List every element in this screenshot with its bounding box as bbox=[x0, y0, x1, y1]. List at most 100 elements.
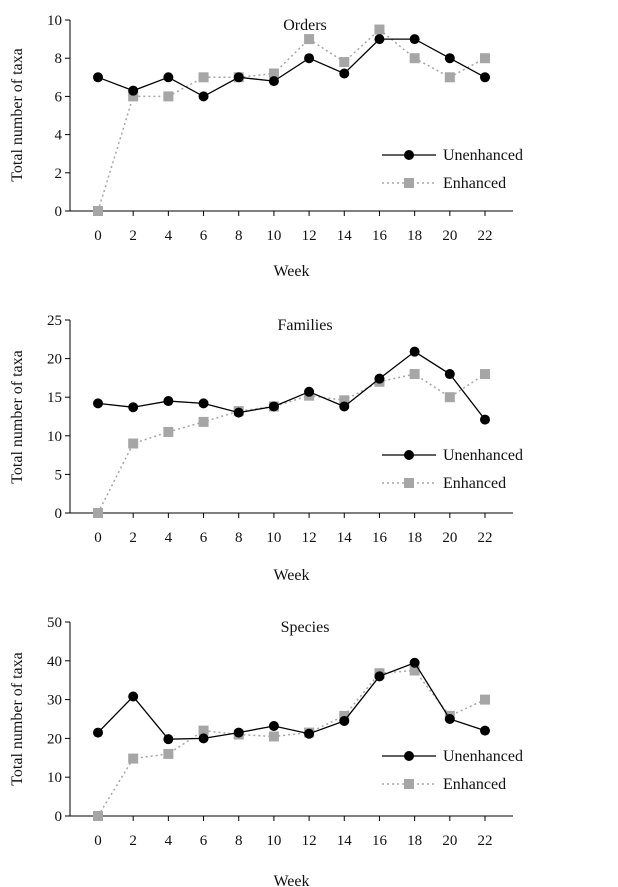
x-tick-label: 12 bbox=[302, 228, 317, 244]
y-tick-label: 6 bbox=[55, 89, 63, 105]
data-point-unenhanced bbox=[480, 726, 490, 736]
x-tick-label: 2 bbox=[129, 833, 137, 849]
y-axis-label: Total number of taxa bbox=[9, 652, 26, 786]
y-tick-label: 30 bbox=[47, 693, 62, 709]
x-tick-label: 10 bbox=[266, 228, 281, 244]
x-tick-label: 10 bbox=[266, 530, 281, 546]
x-tick-label: 16 bbox=[372, 228, 388, 244]
data-point-unenhanced bbox=[163, 396, 173, 406]
legend: Unenhanced Enhanced bbox=[382, 748, 523, 793]
series-line-unenhanced bbox=[98, 352, 485, 420]
x-tick-label: 20 bbox=[442, 530, 457, 546]
x-tick-label: 20 bbox=[442, 228, 457, 244]
x-tick-label: 22 bbox=[478, 530, 493, 546]
x-axis-label: Week bbox=[273, 873, 309, 887]
data-point-unenhanced bbox=[339, 716, 349, 726]
data-point-unenhanced bbox=[93, 728, 103, 738]
legend-label-unenhanced: Unenhanced bbox=[443, 748, 523, 765]
data-point-unenhanced bbox=[93, 72, 103, 82]
data-point-unenhanced bbox=[480, 72, 490, 82]
x-axis-label: Week bbox=[273, 263, 309, 280]
x-tick-label: 12 bbox=[302, 530, 317, 546]
data-point-enhanced bbox=[304, 34, 314, 44]
legend-label-enhanced: Enhanced bbox=[443, 776, 506, 793]
x-tick-label: 14 bbox=[337, 228, 353, 244]
x-tick-label: 22 bbox=[478, 228, 493, 244]
x-tick-label: 8 bbox=[235, 228, 243, 244]
y-tick-label: 8 bbox=[55, 51, 63, 67]
chart-panel-families: 0 5 10 15 20 25 0 2 4 6 8 10 12 14 16 18 20 22 Families Wee… bbox=[9, 313, 523, 584]
data-point-enhanced bbox=[269, 731, 279, 741]
y-tick-label: 50 bbox=[47, 615, 62, 631]
data-point-enhanced bbox=[128, 439, 138, 449]
chart-panel-orders: 0 2 4 6 8 10 0 2 4 6 8 10 12 14 16 18 20 22 Orders Week Tota… bbox=[9, 13, 523, 280]
data-point-unenhanced bbox=[304, 53, 314, 63]
data-point-enhanced bbox=[445, 392, 455, 402]
series-line-unenhanced bbox=[98, 39, 485, 96]
x-tick-label: 2 bbox=[129, 228, 137, 244]
legend-label-enhanced: Enhanced bbox=[443, 475, 506, 492]
legend-label-unenhanced: Unenhanced bbox=[443, 147, 523, 164]
x-tick-label: 16 bbox=[372, 530, 388, 546]
legend-marker-unenhanced bbox=[404, 150, 414, 160]
data-point-unenhanced bbox=[410, 658, 420, 668]
x-tick-label: 6 bbox=[200, 228, 208, 244]
data-point-enhanced bbox=[480, 53, 490, 63]
data-point-unenhanced bbox=[199, 398, 209, 408]
x-tick-label: 4 bbox=[165, 228, 173, 244]
chart-title: Families bbox=[277, 317, 332, 334]
y-tick-label: 15 bbox=[47, 390, 62, 406]
data-point-enhanced bbox=[163, 427, 173, 437]
data-point-unenhanced bbox=[234, 72, 244, 82]
data-point-unenhanced bbox=[410, 34, 420, 44]
data-point-unenhanced bbox=[339, 68, 349, 78]
data-point-unenhanced bbox=[339, 401, 349, 411]
x-tick-label: 8 bbox=[235, 833, 243, 849]
x-tick-label: 16 bbox=[372, 833, 388, 849]
y-axis-label: Total number of taxa bbox=[9, 48, 26, 182]
data-point-unenhanced bbox=[199, 91, 209, 101]
data-point-unenhanced bbox=[445, 369, 455, 379]
x-tick-label: 6 bbox=[200, 833, 208, 849]
y-tick-label: 40 bbox=[47, 654, 62, 670]
data-point-enhanced bbox=[93, 811, 103, 821]
data-point-unenhanced bbox=[480, 415, 490, 425]
y-tick-label: 0 bbox=[55, 809, 63, 825]
data-point-enhanced bbox=[163, 91, 173, 101]
y-tick-label: 2 bbox=[55, 166, 63, 182]
y-tick-label: 20 bbox=[47, 731, 62, 747]
data-point-unenhanced bbox=[410, 347, 420, 357]
data-point-enhanced bbox=[163, 749, 173, 759]
data-point-unenhanced bbox=[128, 691, 138, 701]
x-tick-label: 2 bbox=[129, 530, 137, 546]
x-tick-label: 8 bbox=[235, 530, 243, 546]
data-point-unenhanced bbox=[374, 34, 384, 44]
x-axis-label: Week bbox=[273, 567, 309, 584]
legend-marker-enhanced bbox=[404, 478, 414, 488]
y-tick-label: 0 bbox=[55, 506, 63, 522]
series-line-enhanced bbox=[98, 671, 485, 817]
y-tick-label: 20 bbox=[47, 352, 62, 368]
series-line-enhanced bbox=[98, 374, 485, 513]
x-tick-label: 0 bbox=[94, 833, 102, 849]
data-point-enhanced bbox=[480, 369, 490, 379]
data-point-enhanced bbox=[128, 754, 138, 764]
y-tick-label: 0 bbox=[55, 204, 63, 220]
data-point-enhanced bbox=[445, 72, 455, 82]
x-tick-label: 22 bbox=[478, 833, 493, 849]
x-tick-label: 0 bbox=[94, 228, 102, 244]
x-tick-label: 14 bbox=[337, 833, 353, 849]
data-point-unenhanced bbox=[304, 729, 314, 739]
legend-marker-unenhanced bbox=[404, 751, 414, 761]
y-tick-label: 10 bbox=[47, 429, 62, 445]
x-tick-label: 18 bbox=[407, 530, 422, 546]
x-tick-label: 20 bbox=[442, 833, 457, 849]
data-point-unenhanced bbox=[128, 402, 138, 412]
legend-label-enhanced: Enhanced bbox=[443, 175, 506, 192]
series-line-enhanced bbox=[98, 30, 485, 211]
data-point-unenhanced bbox=[269, 76, 279, 86]
data-point-enhanced bbox=[480, 695, 490, 705]
x-tick-label: 4 bbox=[165, 833, 173, 849]
data-point-unenhanced bbox=[163, 734, 173, 744]
